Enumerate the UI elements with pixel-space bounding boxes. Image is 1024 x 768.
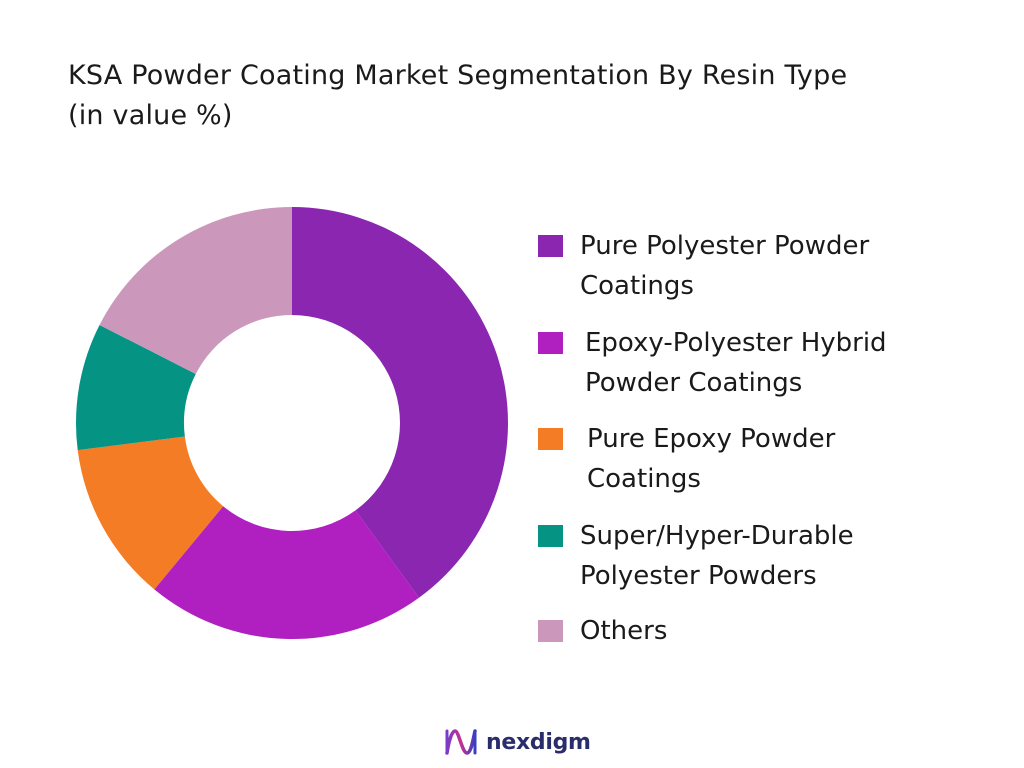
legend-label: Pure Polyester Powder Coatings <box>580 231 870 301</box>
slice-super-durable <box>76 324 196 451</box>
legend-item-others: Others <box>538 611 940 651</box>
brand-name: nexdigm <box>486 729 591 755</box>
legend-swatch <box>538 620 563 642</box>
nexdigm-logo-icon <box>445 729 477 755</box>
slice-others <box>99 207 292 374</box>
chart-title-line: KSA Powder Coating Market Segmentation B… <box>68 60 848 131</box>
legend-label: Epoxy-Polyester Hybrid Powder Coatings <box>585 328 887 398</box>
legend-swatch <box>538 525 563 547</box>
legend-swatch <box>538 332 563 354</box>
slice-pure-epoxy <box>77 436 224 590</box>
legend-item-super-durable: Super/Hyper-Durable Polyester Powders <box>538 516 940 596</box>
slice-pure-polyester <box>292 207 509 598</box>
chart-title: KSA Powder Coating Market Segmentation B… <box>68 56 988 136</box>
slice-epoxy-polyester-hybrid <box>154 506 419 639</box>
legend-item-epoxy-polyester-hybrid: Epoxy-Polyester Hybrid Powder Coatings <box>538 323 945 403</box>
legend-label: Pure Epoxy Powder Coatings <box>587 424 836 494</box>
legend-label: Super/Hyper-Durable Polyester Powders <box>580 521 854 591</box>
legend-swatch <box>538 428 563 450</box>
legend-label: Others <box>580 616 668 646</box>
brand-logo: nexdigm <box>444 722 591 762</box>
legend-item-pure-epoxy: Pure Epoxy Powder Coatings <box>538 419 947 499</box>
legend-swatch <box>538 235 563 257</box>
legend-item-pure-polyester: Pure Polyester Powder Coatings <box>538 226 940 306</box>
